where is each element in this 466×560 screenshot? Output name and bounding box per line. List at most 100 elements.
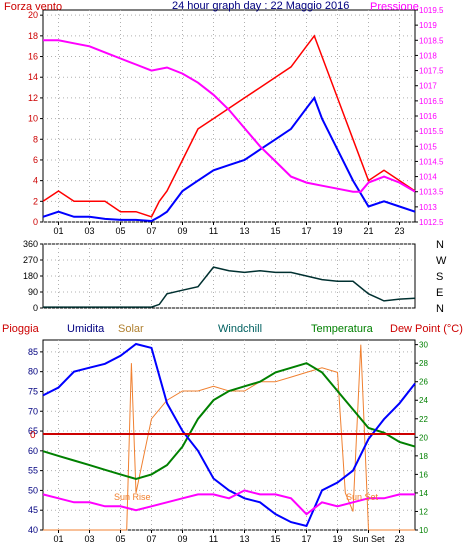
x-tick-label: 01 — [53, 534, 63, 544]
x-tick-label: 01 — [53, 226, 63, 236]
temperatura-label: Temperatura — [311, 323, 374, 335]
y-tick-label: 6 — [33, 155, 38, 165]
y-tick-label: 10 — [28, 114, 38, 124]
compass-label: N — [436, 239, 444, 251]
y2-tick-label: 1014.5 — [419, 157, 444, 166]
y-tick-label: 16 — [28, 52, 38, 62]
y2-tick-label: 1016.5 — [419, 97, 444, 106]
y-tick-label: 270 — [23, 255, 38, 265]
y-tick-label: 12 — [28, 93, 38, 103]
compass-label: S — [436, 271, 443, 283]
y2-tick-label: 1019 — [419, 21, 437, 30]
temperature-series — [42, 362, 416, 481]
x-tick-label: 13 — [239, 534, 249, 544]
y-tick-label: 180 — [23, 271, 38, 281]
wind-average-series — [42, 95, 416, 223]
wind-direction-series — [43, 266, 416, 308]
x-tick-label: 21 — [363, 226, 373, 236]
x-tick-label: 09 — [177, 226, 187, 236]
wind-y-ticks: 0 2 4 6 8 10 12 14 16 18 20 — [28, 10, 43, 227]
y-tick-label: 8 — [33, 134, 38, 144]
y-tick-label: 4 — [33, 176, 38, 186]
sunrise-label: Sun Rise — [114, 492, 151, 502]
x-tick-label: 19 — [332, 534, 342, 544]
y-tick-label: 90 — [28, 287, 38, 297]
x-tick-label: 17 — [301, 534, 311, 544]
y2-tick-label: 18 — [419, 452, 428, 461]
y-tick-label: 40 — [28, 525, 38, 535]
y-tick-label: 60 — [28, 446, 38, 456]
y2-tick-label: 1013.5 — [419, 188, 444, 197]
temp-hum-series — [42, 342, 416, 531]
chart-title: 24 hour graph day : 22 Maggio 2016 — [172, 0, 349, 12]
y-tick-label: 85 — [28, 347, 38, 357]
x-tick-label: 15 — [270, 534, 280, 544]
x-tick-label: 07 — [146, 534, 156, 544]
y2-tick-label: 20 — [419, 433, 428, 442]
wind-axis-label: Forza vento — [4, 1, 62, 13]
y2-tick-label: 1017.5 — [419, 67, 444, 76]
y2-tick-label: 28 — [419, 359, 428, 368]
y-tick-label: 360 — [23, 239, 38, 249]
x-tick-label: 11 — [209, 226, 218, 236]
wind-x-ticks: 01 03 05 07 09 11 13 15 17 19 21 23 — [53, 222, 405, 236]
temp-x-ticks: 01 03 05 07 09 11 13 15 17 19 Sun Set 23 — [53, 530, 405, 544]
pressure-series — [43, 39, 416, 193]
dewpoint-label: Dew Point (°C) — [390, 323, 463, 335]
y-tick-label: 0 — [33, 303, 38, 313]
windchill-label: Windchill — [218, 323, 262, 335]
y2-tick-label: 1018.5 — [419, 36, 444, 45]
x-tick-label: 07 — [146, 226, 156, 236]
y2-tick-label: 1014 — [419, 173, 437, 182]
y-tick-label: 50 — [28, 485, 38, 495]
x-tick-label: 03 — [84, 226, 94, 236]
x-tick-label: Sun Set — [352, 534, 385, 544]
x-tick-label: 19 — [332, 226, 342, 236]
y2-tick-label: 1017 — [419, 82, 437, 91]
wind-pressure-grid — [43, 10, 415, 223]
direction-y-ticks: 0 90 180 270 360 — [23, 239, 43, 313]
wind-pressure-series — [42, 34, 416, 223]
sunset-label: Sun Set — [346, 492, 379, 502]
y-tick-label: 2 — [33, 196, 38, 206]
solar-series — [43, 344, 415, 531]
rain-value: 0 — [30, 430, 36, 441]
y-tick-label: 70 — [28, 406, 38, 416]
y-tick-label: 0 — [33, 217, 38, 227]
y2-tick-label: 1013 — [419, 203, 437, 212]
x-tick-label: 09 — [177, 534, 187, 544]
y-tick-label: 65 — [28, 426, 38, 436]
compass-label: E — [436, 287, 443, 299]
y-tick-label: 75 — [28, 386, 38, 396]
y2-tick-label: 12 — [419, 507, 428, 516]
y2-tick-label: 1015 — [419, 142, 437, 151]
y2-tick-label: 16 — [419, 470, 428, 479]
wind-pressure-panel — [42, 9, 416, 223]
x-tick-label: 23 — [394, 534, 404, 544]
y2-tick-label: 14 — [419, 489, 428, 498]
humidity-y-ticks: 40 45 50 55 60 65 70 75 80 85 — [28, 347, 43, 535]
y2-tick-label: 24 — [419, 396, 428, 405]
dewpoint-series — [42, 489, 415, 516]
x-tick-label: 15 — [270, 226, 280, 236]
x-tick-label: 17 — [301, 226, 311, 236]
y2-tick-label: 1012.5 — [419, 218, 444, 227]
y2-tick-label: 10 — [419, 526, 428, 535]
pressure-axis-label: Pressione — [370, 1, 419, 13]
y2-tick-label: 30 — [419, 341, 428, 350]
y2-tick-label: 1015.5 — [419, 127, 444, 136]
x-tick-label: 23 — [394, 226, 404, 236]
x-tick-label: 03 — [84, 534, 94, 544]
y-tick-label: 14 — [28, 72, 38, 82]
x-tick-label: 13 — [239, 226, 249, 236]
pressure-y-ticks: 1012.5 1013 1013.5 1014 1014.5 1015 1015.5 1016… — [415, 6, 444, 227]
x-tick-label: 05 — [115, 226, 125, 236]
compass-label: W — [436, 255, 447, 267]
compass-label: N — [436, 303, 444, 315]
wind-direction-series — [43, 266, 416, 308]
solar-label: Solar — [118, 323, 144, 335]
x-tick-label: 05 — [115, 534, 125, 544]
y2-tick-label: 1018 — [419, 51, 437, 60]
humidity-series — [42, 342, 416, 528]
